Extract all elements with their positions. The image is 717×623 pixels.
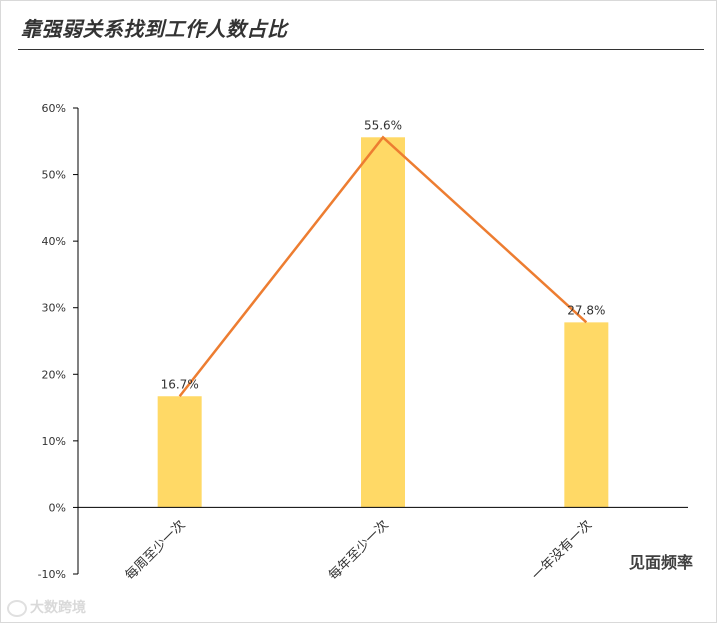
y-tick-label: 20% [42,368,66,381]
y-tick-label: 30% [42,302,66,315]
y-tick-label: 10% [42,435,66,448]
y-tick-label: 40% [42,235,66,248]
bar [157,396,202,508]
watermark-logo-icon [7,599,27,617]
bar [564,322,609,508]
watermark: 大数跨境 [7,597,86,617]
y-tick-label: 0% [49,501,66,514]
x-tick-label: 每周至少一次 [122,517,188,583]
y-tick-label: -10% [38,568,66,581]
x-tick-label: 每年至少一次 [325,517,391,583]
title-divider [18,49,704,50]
watermark-text: 大数跨境 [30,600,86,616]
x-tick-label: 一年没有一次 [529,517,595,583]
y-tick-label: 60% [42,102,66,115]
series-line [178,135,588,398]
data-label: 16.7% [161,377,199,391]
y-tick-label: 50% [42,169,66,182]
x-axis-label: 见面频率 [628,553,693,572]
bar [361,137,405,508]
chart-title: 靠强弱关系找到工作人数占比 [21,17,288,41]
data-label: 27.8% [567,303,605,317]
data-label: 55.6% [364,118,402,132]
